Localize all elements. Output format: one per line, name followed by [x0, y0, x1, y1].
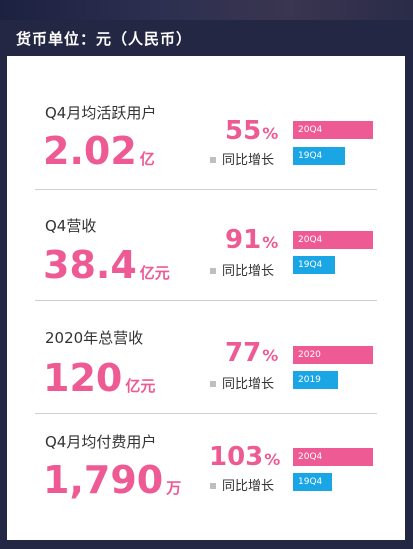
metric-value: 1,790 万 — [43, 461, 181, 507]
metric-label: Q4营收 — [45, 217, 97, 235]
bar-prior: 19Q4 — [293, 147, 345, 165]
growth-percent: 103% — [209, 444, 280, 473]
metric-section-paying-users: Q4月均付费用户 1,790 万 103% 同比增长 20Q4 19Q4 — [7, 413, 405, 540]
metric-value: 120 亿元 — [43, 359, 155, 405]
yoy-text: 同比增长 — [222, 377, 275, 392]
metric-value: 38.4 亿元 — [43, 246, 170, 292]
metric-number: 1,790 — [43, 458, 164, 502]
growth-number: 91 — [225, 225, 262, 255]
yoy-text: 同比增长 — [222, 479, 275, 494]
yoy-label: 同比增长 — [210, 149, 274, 168]
bar-prior-label: 19Q4 — [298, 477, 323, 487]
metric-unit: 亿元 — [125, 377, 156, 395]
bar-prior-label: 2019 — [298, 375, 321, 385]
growth-sign: % — [264, 450, 281, 469]
growth-percent: 77% — [225, 340, 278, 369]
bar-current-label: 20Q4 — [298, 452, 323, 462]
metric-number: 2.02 — [43, 129, 137, 173]
section-divider — [35, 300, 377, 301]
currency-unit-title: 货币单位：元（人民币） — [16, 30, 193, 48]
bottom-strip — [0, 540, 413, 549]
metric-label: Q4月均活跃用户 — [45, 104, 157, 122]
metric-value: 2.02 亿 — [43, 132, 155, 178]
bar-current-label: 2020 — [298, 350, 321, 360]
growth-number: 77 — [225, 338, 262, 368]
growth-number: 55 — [225, 116, 262, 146]
yoy-text: 同比增长 — [222, 264, 275, 279]
metrics-card: Q4月均活跃用户 2.02 亿 55% 同比增长 20Q4 19Q4 Q4营收 3… — [7, 56, 405, 540]
bar-prior: 2019 — [293, 371, 338, 389]
growth-sign: % — [262, 233, 279, 252]
legend-square-icon — [210, 482, 216, 489]
bar-prior: 19Q4 — [293, 473, 332, 491]
top-banner-strip — [0, 0, 413, 20]
metric-number: 120 — [43, 356, 123, 400]
growth-number: 103 — [209, 442, 264, 472]
section-divider — [35, 413, 377, 414]
metric-section-q4-revenue: Q4营收 38.4 亿元 91% 同比增长 20Q4 19Q4 — [7, 190, 405, 300]
metric-section-annual-revenue: 2020年总营收 120 亿元 77% 同比增长 2020 2019 — [7, 300, 405, 413]
bar-current: 2020 — [293, 346, 373, 364]
bar-current: 20Q4 — [293, 448, 373, 466]
legend-square-icon — [210, 267, 216, 274]
bar-current-label: 20Q4 — [298, 235, 323, 245]
yoy-label: 同比增长 — [210, 260, 274, 279]
bar-prior-label: 19Q4 — [298, 260, 323, 270]
legend-square-icon — [210, 156, 216, 163]
growth-percent: 91% — [225, 227, 278, 256]
growth-sign: % — [262, 346, 279, 365]
bar-current: 20Q4 — [293, 231, 373, 249]
section-divider — [35, 189, 377, 190]
growth-percent: 55% — [225, 118, 278, 147]
metric-number: 38.4 — [43, 243, 137, 287]
metric-unit: 万 — [166, 479, 182, 497]
metric-label: Q4月均付费用户 — [45, 433, 157, 451]
bar-prior: 19Q4 — [293, 256, 335, 274]
legend-square-icon — [210, 380, 216, 387]
yoy-label: 同比增长 — [210, 373, 274, 392]
bar-current: 20Q4 — [293, 121, 373, 139]
growth-sign: % — [262, 124, 279, 143]
yoy-label: 同比增长 — [210, 475, 274, 494]
yoy-text: 同比增长 — [222, 153, 275, 168]
bar-current-label: 20Q4 — [298, 125, 323, 135]
bar-prior-label: 19Q4 — [298, 151, 323, 161]
metric-unit: 亿 — [139, 150, 155, 168]
metric-unit: 亿元 — [139, 264, 170, 282]
metric-section-mau: Q4月均活跃用户 2.02 亿 55% 同比增长 20Q4 19Q4 — [7, 56, 405, 190]
metric-label: 2020年总营收 — [45, 329, 144, 347]
